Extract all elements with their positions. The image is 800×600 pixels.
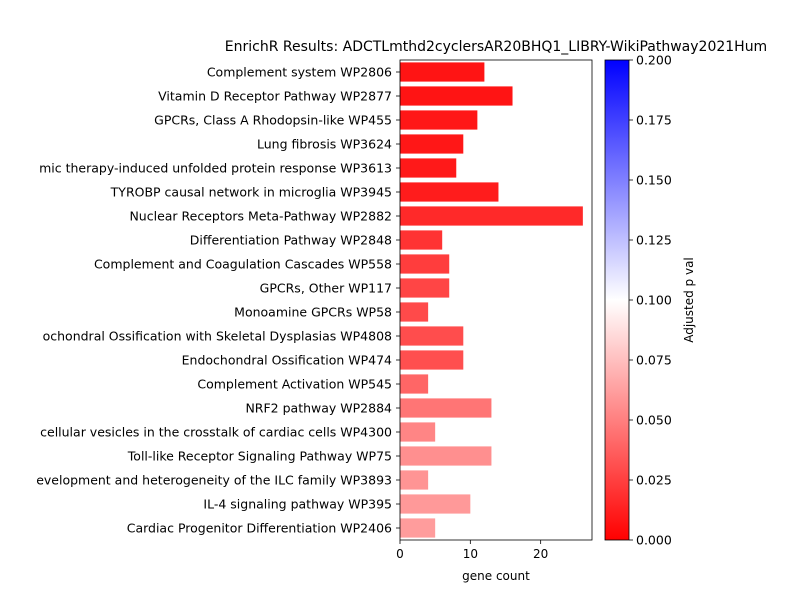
bar bbox=[400, 158, 457, 178]
x-tick-label: 20 bbox=[533, 547, 548, 561]
category-label: Toll-like Receptor Signaling Pathway WP7… bbox=[127, 449, 392, 464]
bar bbox=[400, 62, 485, 82]
colorbar-tick-label: 0.075 bbox=[636, 353, 672, 368]
category-label: evelopment and heterogeneity of the ILC … bbox=[36, 473, 392, 488]
chart-title: EnrichR Results: ADCTLmthd2cyclersAR20BH… bbox=[225, 39, 767, 55]
category-label: TYROBP causal network in microglia WP394… bbox=[110, 185, 392, 200]
colorbar-tick-label: 0.150 bbox=[636, 173, 672, 188]
category-label: ochondral Ossification with Skeletal Dys… bbox=[43, 329, 392, 344]
colorbar-tick-label: 0.000 bbox=[636, 533, 672, 548]
category-label: NRF2 pathway WP2884 bbox=[245, 401, 392, 416]
bar bbox=[400, 254, 450, 274]
category-label: IL-4 signaling pathway WP395 bbox=[203, 497, 392, 512]
category-label: GPCRs, Other WP117 bbox=[260, 281, 392, 296]
bar bbox=[400, 182, 499, 202]
bar bbox=[400, 374, 429, 394]
bar bbox=[400, 446, 492, 466]
category-label: Monoamine GPCRs WP58 bbox=[234, 305, 392, 320]
colorbar-tick-label: 0.200 bbox=[636, 53, 672, 68]
x-tick-label: 0 bbox=[396, 547, 404, 561]
colorbar-label: Adjusted p val bbox=[682, 257, 696, 343]
bar bbox=[400, 86, 513, 106]
plot-frame bbox=[399, 59, 593, 541]
bar bbox=[400, 494, 471, 514]
category-label: Differentiation Pathway WP2848 bbox=[190, 233, 392, 248]
category-label: cellular vesicles in the crosstalk of ca… bbox=[40, 425, 392, 440]
colorbar bbox=[604, 59, 630, 541]
colorbar-tick-label: 0.025 bbox=[636, 473, 672, 488]
x-axis: 0 10 20 bbox=[396, 540, 548, 561]
category-label: mic therapy-induced unfolded protein res… bbox=[39, 161, 392, 176]
bar bbox=[400, 470, 429, 490]
category-label: Complement Activation WP545 bbox=[197, 377, 392, 392]
bar bbox=[400, 230, 443, 250]
category-label: Cardiac Progenitor Differentiation WP240… bbox=[127, 521, 392, 536]
bar bbox=[400, 302, 429, 322]
bar bbox=[400, 278, 450, 298]
colorbar-tick-label: 0.175 bbox=[636, 113, 672, 128]
category-label: Endochondral Ossification WP474 bbox=[182, 353, 392, 368]
bar bbox=[400, 350, 464, 370]
category-label: Vitamin D Receptor Pathway WP2877 bbox=[158, 89, 392, 104]
category-label: Nuclear Receptors Meta-Pathway WP2882 bbox=[129, 209, 392, 224]
category-label: Complement and Coagulation Cascades WP55… bbox=[94, 257, 392, 272]
colorbar-ticks: 0.000 0.025 0.050 0.075 0.100 0.125 0.150 0.175… bbox=[629, 53, 672, 548]
x-axis-label: gene count bbox=[462, 569, 530, 583]
colorbar-tick-label: 0.125 bbox=[636, 233, 672, 248]
category-label: Lung fibrosis WP3624 bbox=[257, 137, 392, 152]
bar bbox=[400, 518, 436, 538]
bar bbox=[400, 326, 464, 346]
bar bbox=[400, 110, 478, 130]
bar bbox=[400, 206, 583, 226]
x-tick-label: 10 bbox=[463, 547, 478, 561]
colorbar-tick-label: 0.050 bbox=[636, 413, 672, 428]
bar bbox=[400, 134, 464, 154]
bar bbox=[400, 398, 492, 418]
bar bbox=[400, 422, 436, 442]
category-label: Complement system WP2806 bbox=[207, 65, 392, 80]
colorbar-tick-label: 0.100 bbox=[636, 293, 672, 308]
category-label: GPCRs, Class A Rhodopsin-like WP455 bbox=[154, 113, 392, 128]
category-labels: Complement system WP2806 Vitamin D Recept… bbox=[36, 65, 400, 536]
bars-layer bbox=[400, 62, 583, 538]
